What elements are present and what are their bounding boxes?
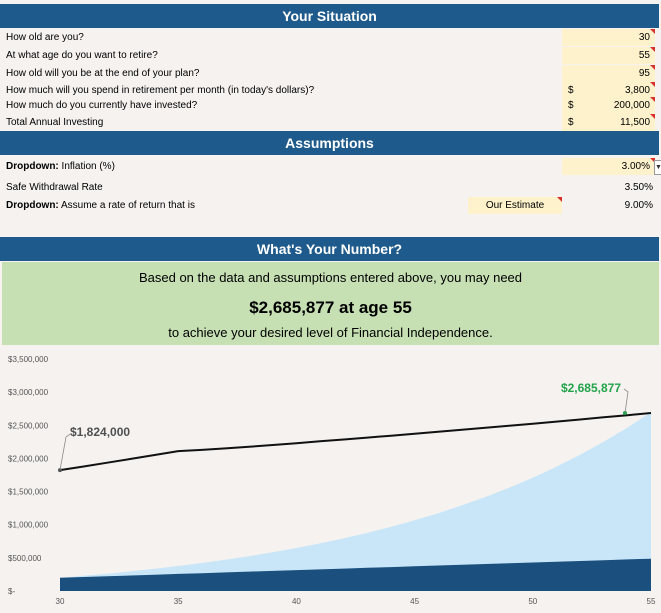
- retire-age-input[interactable]: 55: [562, 47, 655, 64]
- annotation-leader: [59, 433, 71, 471]
- y-tick-label: $3,000,000: [8, 388, 49, 397]
- your-situation-header: Your Situation: [0, 4, 659, 28]
- rate-of-return-value: 9.00%: [624, 200, 653, 211]
- row-monthly-spend: How much will you spend in retirement pe…: [0, 82, 661, 99]
- fi-projection-chart: $- $500,000 $1,000,000 $1,500,000 $2,000,000…: [8, 355, 656, 606]
- x-tick-label: 40: [292, 597, 301, 606]
- row-plan-end-age: How old will you be at the end of your p…: [0, 65, 661, 82]
- fi-number-value: $2,685,877 at age 55: [249, 298, 412, 317]
- summary-intro-text: Based on the data and assumptions entere…: [138, 270, 523, 285]
- whats-your-number-header: What's Your Number?: [0, 237, 659, 261]
- comment-marker-icon: [650, 82, 655, 87]
- retire-age-label: At what age do you want to retire?: [6, 50, 158, 61]
- annual-investing-input[interactable]: 11,500: [562, 114, 655, 131]
- inflation-label: Dropdown: Inflation (%): [6, 161, 115, 172]
- rate-of-return-dropdown[interactable]: Our Estimate: [468, 197, 562, 214]
- currency-symbol: $: [568, 85, 574, 96]
- comment-marker-icon: [650, 29, 655, 34]
- comment-marker-icon: [557, 197, 562, 202]
- comment-marker-icon: [650, 47, 655, 52]
- y-tick-label: $1,500,000: [8, 488, 49, 497]
- current-invested-input[interactable]: 200,000: [562, 97, 655, 114]
- swr-label: Safe Withdrawal Rate: [6, 182, 103, 193]
- y-tick-label: $2,000,000: [8, 454, 49, 463]
- rate-of-return-label: Dropdown: Assume a rate of return that i…: [6, 200, 195, 211]
- comment-marker-icon: [650, 97, 655, 102]
- annual-investing-label: Total Annual Investing: [6, 117, 104, 128]
- row-retire-age: At what age do you want to retire? 55: [0, 47, 661, 64]
- current-invested-label: How much do you currently have invested?: [6, 100, 198, 111]
- fi-number-summary: Based on the data and assumptions entere…: [2, 262, 659, 345]
- fi-number-series-line: [59, 412, 652, 472]
- row-current-invested: How much do you currently have invested?…: [0, 97, 661, 114]
- y-tick-label: $2,500,000: [8, 421, 49, 430]
- monthly-spend-input[interactable]: 3,800: [562, 82, 655, 99]
- currency-symbol: $: [568, 117, 574, 128]
- annotation-leader: [623, 388, 629, 414]
- assumptions-header: Assumptions: [0, 131, 659, 155]
- comment-marker-icon: [650, 114, 655, 119]
- annotation-label: $1,824,000: [70, 425, 130, 439]
- y-tick-label: $-: [8, 587, 15, 596]
- x-tick-label: 30: [56, 597, 65, 606]
- plot-areas: [60, 412, 651, 591]
- y-tick-label: $1,000,000: [8, 521, 49, 530]
- plan-end-age-label: How old will you be at the end of your p…: [6, 68, 200, 79]
- annotations: $1,824,000 $2,685,877: [58, 381, 629, 473]
- fi-number-line: [59, 412, 652, 472]
- x-tick-label: 35: [174, 597, 183, 606]
- row-annual-investing: Total Annual Investing 11,500 $: [0, 114, 661, 131]
- contributions-area: [60, 558, 651, 591]
- row-swr: Safe Withdrawal Rate 3.50%: [0, 179, 661, 196]
- row-inflation: Dropdown: Inflation (%) 3.00% ▼: [0, 158, 661, 175]
- row-current-age: How old are you? 30: [0, 29, 661, 46]
- inflation-dropdown[interactable]: 3.00%: [562, 158, 655, 175]
- current-age-input[interactable]: 30: [562, 29, 655, 46]
- y-tick-label: $3,500,000: [8, 355, 49, 364]
- portfolio-value-area: [60, 412, 651, 591]
- current-age-label: How old are you?: [6, 32, 84, 43]
- monthly-spend-label: How much will you spend in retirement pe…: [6, 85, 315, 96]
- comment-marker-icon: [650, 65, 655, 70]
- row-rate-of-return: Dropdown: Assume a rate of return that i…: [0, 197, 661, 214]
- currency-symbol: $: [568, 100, 574, 111]
- y-tick-label: $500,000: [8, 554, 42, 563]
- annotation-label: $2,685,877: [561, 381, 621, 395]
- x-tick-label: 50: [528, 597, 537, 606]
- x-axis: 30 35 40 45 50 55: [56, 597, 656, 606]
- swr-value: 3.50%: [624, 182, 653, 193]
- x-tick-label: 55: [647, 597, 656, 606]
- x-tick-label: 45: [410, 597, 419, 606]
- summary-outro-text: to achieve your desired level of Financi…: [168, 325, 493, 340]
- chevron-down-icon[interactable]: ▼: [654, 160, 661, 175]
- comment-marker-icon: [650, 158, 655, 163]
- y-axis: $- $500,000 $1,000,000 $1,500,000 $2,000,000…: [8, 355, 49, 596]
- plan-end-age-input[interactable]: 95: [562, 65, 655, 82]
